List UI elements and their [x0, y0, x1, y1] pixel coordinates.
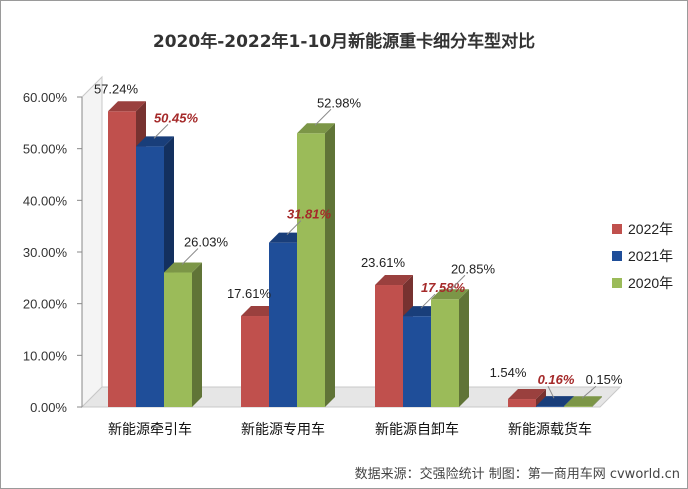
bar-front: [508, 399, 536, 407]
bar-side: [459, 289, 469, 407]
back-wall: [81, 75, 103, 409]
y-tick-label: 10.00%: [23, 348, 68, 363]
bar-front: [241, 316, 269, 407]
label-leader: [448, 274, 466, 292]
legend-label: 2020年: [628, 275, 673, 291]
data-label: 23.61%: [361, 255, 406, 270]
bar-front: [375, 285, 403, 407]
bar-top: [108, 101, 146, 112]
y-tick-label: 60.00%: [23, 90, 68, 105]
legend-swatch: [612, 278, 622, 288]
bar-front: [108, 111, 136, 407]
data-label: 0.16%: [538, 372, 575, 387]
label-leader: [181, 248, 199, 265]
data-label: 31.81%: [287, 207, 332, 222]
bar-front: [431, 299, 459, 407]
bar-side: [592, 396, 602, 407]
label-leader: [286, 220, 302, 236]
x-tick-label: 新能源载货车: [508, 421, 592, 438]
bars-layer: [108, 101, 602, 408]
bar-side: [325, 123, 335, 408]
bar-top: [136, 136, 174, 147]
label-leader: [547, 385, 555, 399]
x-tick-label: 新能源牵引车: [108, 421, 192, 438]
data-label: 17.58%: [421, 280, 466, 295]
bar-side: [536, 389, 546, 407]
data-label: 0.15%: [586, 372, 623, 387]
label-leader: [314, 108, 332, 126]
y-tick-label: 0.00%: [30, 400, 67, 415]
data-label: 1.54%: [490, 365, 527, 380]
y-tick-label: 20.00%: [23, 297, 68, 312]
source-note: 数据来源：交强险统计 制图：第一商用车网 cvworld.cn: [355, 466, 680, 482]
y-tick-label: 50.00%: [23, 142, 68, 157]
bar-top: [508, 389, 546, 400]
x-tick-label: 新能源自卸车: [375, 421, 459, 438]
label-leader: [153, 123, 169, 139]
data-labels-layer: 57.24% 50.45% 26.03% 17.61% 31.81% 52.98% 23.6…: [94, 81, 623, 399]
bar-top: [536, 396, 574, 407]
x-tick-label: 新能源专用车: [241, 421, 325, 438]
bar-top: [164, 262, 202, 273]
bar-front: [269, 242, 297, 407]
data-label: 17.61%: [227, 286, 272, 301]
y-tick-label: 40.00%: [23, 193, 68, 208]
bar-front: [403, 316, 431, 407]
bar-top: [297, 123, 335, 134]
legend: 2022年 2021年 2020年: [612, 221, 673, 291]
label-leader: [581, 385, 597, 399]
bar-front: [136, 146, 164, 407]
axis-layer: 0.00% 10.00% 20.00% 30.00% 40.00% 50.00% 60.00…: [23, 75, 622, 438]
bar-front: [164, 272, 192, 407]
bar-front: [297, 133, 325, 407]
bar-top: [564, 396, 602, 407]
data-label: 52.98%: [317, 95, 362, 110]
label-leader: [420, 293, 436, 309]
data-label: 26.03%: [184, 235, 229, 250]
bar-front: [536, 406, 564, 407]
bar-front: [564, 406, 592, 407]
bar-top: [375, 275, 413, 286]
data-label: 20.85%: [451, 261, 496, 276]
legend-swatch: [612, 251, 622, 261]
y-tick-label: 30.00%: [23, 245, 68, 260]
data-label: 57.24%: [94, 81, 139, 96]
data-label: 50.45%: [154, 110, 199, 125]
bar-top: [431, 289, 469, 300]
chart-title: 2020年-2022年1-10月新能源重卡细分车型对比: [153, 31, 535, 52]
bar-side: [192, 262, 202, 407]
legend-label: 2021年: [628, 248, 673, 264]
legend-swatch: [612, 224, 622, 234]
legend-label: 2022年: [628, 221, 673, 237]
